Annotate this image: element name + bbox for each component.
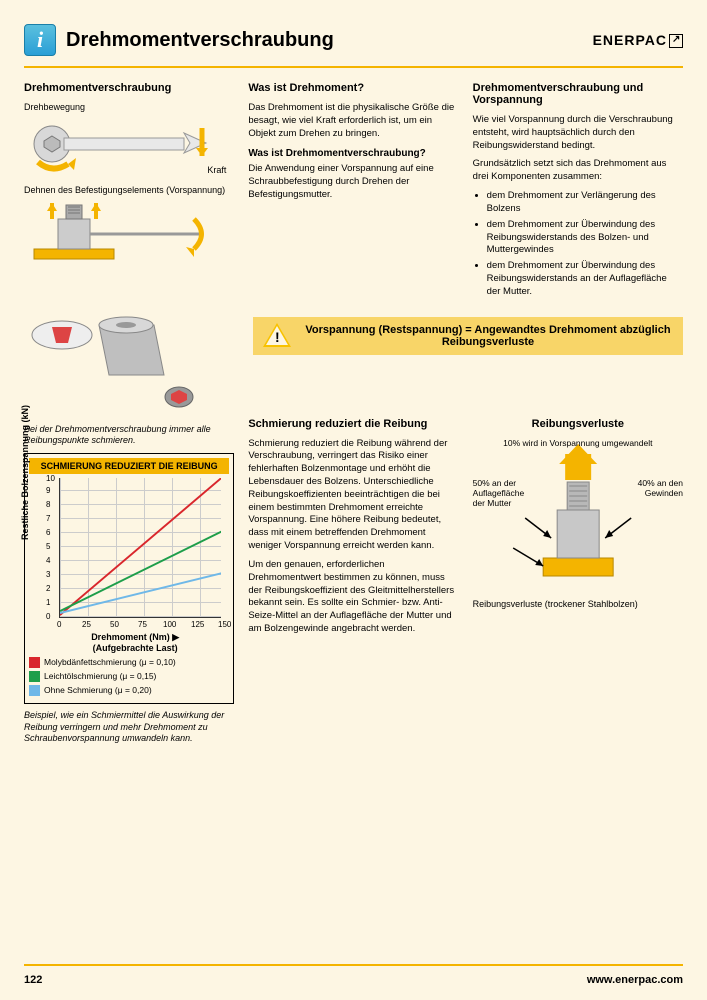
chart-ylabel: Restliche Bolzenspannung (kN)	[20, 405, 30, 540]
page-number: 122	[24, 974, 42, 986]
warning-text: Vorspannung (Restspannung) = Angewandtes…	[303, 324, 673, 348]
xtick: 0	[57, 620, 61, 629]
ytick: 8	[46, 500, 50, 509]
footer-line	[24, 964, 683, 966]
col2-top: Was ist Drehmoment? Das Drehmoment ist d…	[248, 82, 458, 305]
title-underline	[24, 66, 683, 68]
col1-bottom: Bei der Drehmomentverschraubung immer al…	[24, 418, 234, 751]
legend-item: Molybdänfettschmierung (μ = 0,10)	[29, 657, 229, 668]
friction-loss-diagram: 10% wird in Vorspannung umgewandelt 50% …	[473, 438, 683, 598]
xtick: 150	[218, 620, 231, 629]
xtick: 25	[82, 620, 91, 629]
col2-h3: Schmierung reduziert die Reibung	[248, 418, 458, 430]
friction-chart-box: SCHMIERUNG REDUZIERT DIE REIBUNG Restlic…	[24, 453, 234, 704]
legend-label: Molybdänfettschmierung (μ = 0,10)	[44, 657, 176, 667]
row-1: Drehmomentverschraubung Drehbewegung Kra…	[24, 82, 683, 305]
friction-caption: Bei der Drehmomentverschraubung immer al…	[24, 424, 234, 447]
col3-p2: Grundsätzlich setzt sich das Drehmoment …	[473, 158, 683, 184]
stretch-label: Dehnen des Befestigungselements (Vorspan…	[24, 185, 234, 195]
col2-p1: Das Drehmoment ist die physikalische Grö…	[248, 102, 458, 140]
row-2: Bei der Drehmomentverschraubung immer al…	[24, 418, 683, 751]
legend-label: Ohne Schmierung (μ = 0,20)	[44, 685, 152, 695]
col2-heading: Was ist Drehmoment?	[248, 82, 458, 94]
xlabel-text: Drehmoment (Nm) ▶	[91, 632, 179, 642]
legend-label: Leichtölschmierung (μ = 0,15)	[44, 671, 156, 681]
page-header: i Drehmomentverschraubung ENERPAC	[24, 24, 683, 56]
ytick: 6	[46, 528, 50, 537]
xtick: 125	[191, 620, 204, 629]
example-caption: Beispiel, wie ein Schmiermittel die Ausw…	[24, 710, 234, 745]
xlabel2-text: (Aufgebrachte Last)	[93, 643, 178, 653]
warning-triangle-icon: !	[263, 323, 293, 349]
xtick: 75	[138, 620, 147, 629]
wrench-illustration: Kraft	[24, 116, 234, 175]
chart-title: SCHMIERUNG REDUZIERT DIE REIBUNG	[29, 458, 229, 474]
col3-top: Drehmomentverschraubung und Vorspannung …	[473, 82, 683, 305]
page-title: Drehmomentverschraubung	[66, 29, 593, 52]
rotation-label: Drehbewegung	[24, 102, 234, 112]
col2-p2: Die Anwendung einer Vorspannung auf eine…	[248, 163, 458, 201]
legend-item: Ohne Schmierung (μ = 0,20)	[29, 685, 229, 696]
col2-subheading: Was ist Drehmomentverschraubung?	[248, 148, 458, 159]
legend-swatch	[29, 671, 40, 682]
ytick: 2	[46, 584, 50, 593]
xtick: 50	[110, 620, 119, 629]
bolt-3d-illustration	[24, 305, 239, 418]
ytick: 5	[46, 542, 50, 551]
page: i Drehmomentverschraubung ENERPAC Drehmo…	[0, 0, 707, 1000]
page-footer: 122 www.enerpac.com	[24, 974, 683, 986]
xtick: 100	[163, 620, 176, 629]
ytick: 0	[46, 612, 50, 621]
ytick: 10	[46, 474, 55, 483]
label-50pct: 50% an der Auflagefläche der Mutter	[473, 478, 533, 509]
bullet-2: dem Drehmoment zur Überwindung des Reibu…	[487, 219, 683, 257]
legend-item: Leichtölschmierung (μ = 0,15)	[29, 671, 229, 682]
brand-logo: ENERPAC	[593, 32, 683, 48]
ytick: 9	[46, 486, 50, 495]
info-icon: i	[24, 24, 56, 56]
ytick: 3	[46, 570, 50, 579]
col3-heading: Drehmomentverschraubung und Vorspannung	[473, 82, 683, 106]
col2-p3: Schmierung reduziert die Reibung während…	[248, 438, 458, 553]
friction-loss-caption: Reibungsverluste (trockener Stahlbolzen)	[473, 598, 683, 610]
col3-p1: Wie viel Vorspannung durch die Verschrau…	[473, 114, 683, 152]
col3-h2: Reibungsverluste	[473, 418, 683, 430]
legend-swatch	[29, 685, 40, 696]
col1-top: Drehmomentverschraubung Drehbewegung Kra…	[24, 82, 234, 305]
row-1b: ! Vorspannung (Restspannung) = Angewandt…	[24, 305, 683, 418]
warning-bar: ! Vorspannung (Restspannung) = Angewandt…	[253, 317, 683, 355]
bullet-3: dem Drehmoment zur Überwindung des Reibu…	[487, 260, 683, 298]
legend-swatch	[29, 657, 40, 668]
footer-url: www.enerpac.com	[587, 974, 683, 986]
col3-bullets: dem Drehmoment zur Verlängerung des Bolz…	[473, 190, 683, 299]
col1-heading: Drehmomentverschraubung	[24, 82, 234, 94]
label-10pct: 10% wird in Vorspannung umgewandelt	[473, 438, 683, 448]
chart-plot-area: 0 1 2 3 4 5 6 7 8 9 10 0 25 50 7	[59, 478, 221, 618]
chart-xlabel: Drehmoment (Nm) ▶(Aufgebrachte Last)	[41, 632, 229, 653]
bolt-stretch-illustration	[24, 199, 234, 272]
ytick: 1	[46, 598, 50, 607]
brand-text: ENERPAC	[593, 32, 667, 48]
bullet-1: dem Drehmoment zur Verlängerung des Bolz…	[487, 190, 683, 216]
ytick: 4	[46, 556, 50, 565]
ytick: 7	[46, 514, 50, 523]
col2-bottom: Schmierung reduziert die Reibung Schmier…	[248, 418, 458, 751]
brand-icon	[669, 34, 683, 48]
chart-legend: Molybdänfettschmierung (μ = 0,10) Leicht…	[29, 657, 229, 696]
warning-container: ! Vorspannung (Restspannung) = Angewandt…	[253, 305, 683, 418]
label-40pct: 40% an den Gewinden	[628, 478, 683, 498]
col3-bottom: Reibungsverluste 10% wird in Vorspannung…	[473, 418, 683, 751]
col2-p4: Um den genauen, erforderlichen Drehmomen…	[248, 559, 458, 636]
